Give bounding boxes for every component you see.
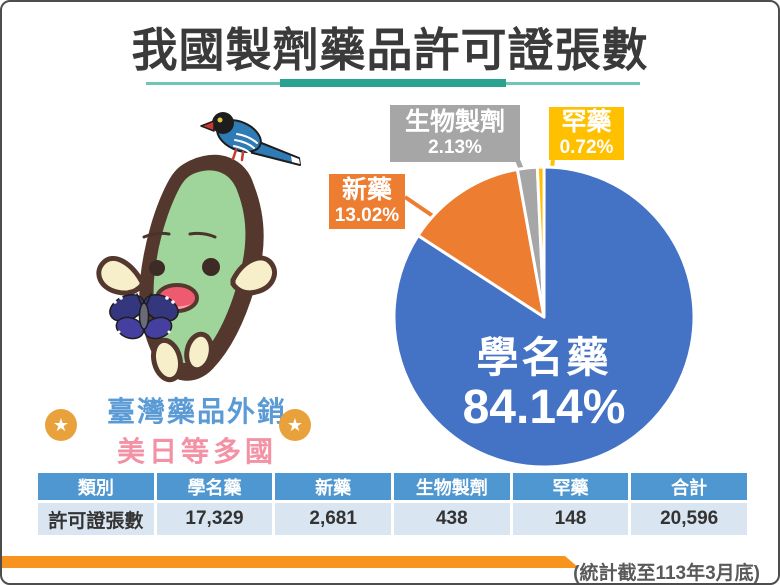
table-header-generic: 學名藥	[156, 473, 273, 500]
generic-drug-slice-label: 學名藥 84.14%	[379, 337, 709, 432]
page-title: 我國製劑藥品許可證張數	[131, 23, 649, 77]
star-icon: ★	[52, 414, 70, 435]
statistics-footnote: (統計截至113年3月底)	[573, 563, 760, 584]
bird-beak	[200, 120, 215, 132]
title-underline-thick	[280, 79, 506, 87]
generic-drug-label: 學名藥	[476, 334, 612, 381]
table-header-new-drug: 新藥	[275, 473, 391, 500]
pie-chart	[392, 165, 696, 469]
butterfly	[109, 293, 179, 340]
mascot-right-eye	[202, 258, 220, 276]
pie-slice-3	[535, 165, 546, 319]
pie-chart-area: 生物製劑 2.13% 罕藥 0.72% 新藥 13.02% 學名藥 84.14%	[322, 97, 767, 472]
table-value-total: 20,596	[631, 503, 747, 535]
table-value-new-drug: 2,681	[275, 503, 391, 535]
bird-eye	[217, 117, 223, 123]
callout-biologics-percent: 2.13%	[428, 136, 482, 158]
mascot-left-arm	[96, 256, 145, 296]
table-header-biologics: 生物製劑	[393, 473, 510, 500]
table-value-generic: 17,329	[156, 503, 273, 535]
table-value-orphan: 148	[512, 503, 629, 535]
bird-head	[212, 112, 234, 134]
mascot-right-eyebrow	[188, 231, 217, 239]
footer-ribbon	[2, 556, 579, 568]
export-caption-line2: 美日等多國	[116, 436, 277, 467]
table-row-label: 許可證張數	[38, 503, 154, 535]
callout-new-drug-label: 新藥	[341, 176, 392, 205]
generic-drug-percent: 84.14%	[462, 381, 626, 434]
callout-biologics: 生物製劑 2.13%	[390, 105, 520, 162]
pie-slice-1	[416, 167, 546, 319]
star-icon: ★	[286, 414, 304, 435]
mascot-right-foot	[184, 331, 214, 373]
mascot-left-eyebrow	[142, 231, 171, 239]
table-header-total: 合計	[631, 473, 747, 500]
callout-new-drug: 新藥 13.02%	[329, 174, 405, 229]
callout-orphan-drug: 罕藥 0.72%	[549, 107, 624, 160]
callout-biologics-label: 生物製劑	[404, 108, 505, 137]
bird-wing-stripes	[233, 133, 258, 154]
license-count-table: 類別 學名藥 新藥 生物製劑 罕藥 合計 許可證張數 17,329 2,681 …	[38, 473, 747, 535]
export-caption: 臺灣藥品外銷 美日等多國	[87, 390, 307, 470]
export-caption-line1: 臺灣藥品外銷	[106, 396, 287, 427]
callout-orphan-drug-label: 罕藥	[561, 108, 612, 137]
table-header-category: 類別	[38, 473, 154, 500]
taiwan-mascot-illustration	[96, 112, 301, 383]
mascot-left-eye	[149, 260, 165, 276]
table-header-orphan: 罕藥	[512, 473, 629, 500]
callout-new-drug-percent: 13.02%	[334, 204, 400, 226]
bird-legs	[231, 148, 245, 162]
mascot-right-arm	[230, 255, 277, 296]
mascot-left-foot	[150, 337, 184, 383]
bird-tail-tip	[291, 156, 300, 164]
star-badge-right: ★	[279, 409, 311, 441]
table-value-biologics: 438	[393, 503, 510, 535]
callout-orphan-drug-percent: 0.72%	[559, 136, 614, 158]
star-badge-left: ★	[45, 409, 77, 441]
